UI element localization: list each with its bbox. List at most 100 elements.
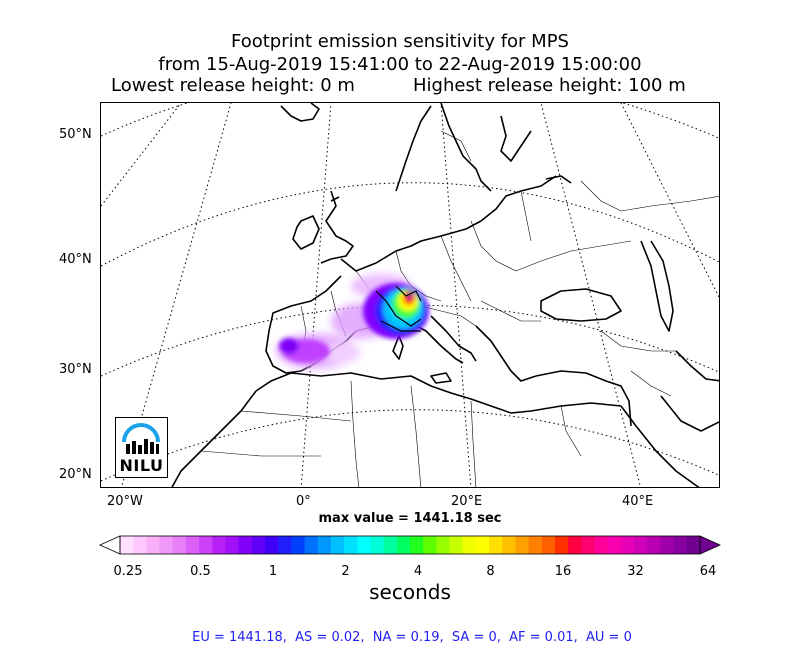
colorbar-segment xyxy=(410,536,424,554)
highest-release-height: Highest release height: 100 m xyxy=(413,75,686,96)
lon-label-40e: 40°E xyxy=(622,494,654,509)
colorbar-segment xyxy=(541,536,556,554)
colorbar-segment xyxy=(172,536,187,554)
nilu-logo-text: NILU xyxy=(119,456,164,475)
colorbar-segment xyxy=(357,536,371,554)
caspian-sea xyxy=(640,240,674,332)
colorbar-segment xyxy=(436,536,451,554)
west-africa-coast xyxy=(171,390,257,487)
italy-east-coast xyxy=(430,315,477,362)
map-svg xyxy=(101,103,719,487)
colorbar-segment xyxy=(133,536,147,554)
colorbar-segment xyxy=(607,536,622,554)
colorbar-segment xyxy=(660,536,675,554)
map-panel xyxy=(100,102,720,488)
colorbar-segment xyxy=(620,536,635,554)
border-mr xyxy=(200,450,321,457)
colorbar-segments xyxy=(120,536,701,554)
lat-label-40n: 40°N xyxy=(59,252,92,267)
colorbar-tick-label: 4 xyxy=(413,564,423,579)
nilu-logo-mark xyxy=(122,423,160,454)
turkey-south-coast xyxy=(535,370,632,427)
max-value-label: max value = 1441.18 sec xyxy=(318,511,502,526)
border-iq xyxy=(630,370,672,397)
lon-label-20e: 20°E xyxy=(451,494,483,509)
north-sea-coast xyxy=(340,220,482,272)
colorbar-segment xyxy=(594,536,609,554)
colorbar-segment xyxy=(330,536,345,554)
sicily xyxy=(430,372,452,384)
colorbar-segment xyxy=(185,536,200,554)
colorbar-segment xyxy=(462,536,477,554)
border-dz-ma xyxy=(350,380,360,487)
colorbar-segment xyxy=(344,536,358,554)
colorbar-segment xyxy=(568,536,582,554)
graticule-meridians xyxy=(101,103,719,487)
colorbar-tick-label: 64 xyxy=(699,564,717,579)
scandinavia-coast xyxy=(395,103,492,192)
colorbar-tick-label: 0.5 xyxy=(190,564,211,579)
colorbar-segment xyxy=(383,536,398,554)
border-pl xyxy=(440,235,472,302)
iceland-coast xyxy=(280,103,320,122)
colorbar-segment xyxy=(515,536,530,554)
meridian-40e xyxy=(540,103,641,487)
colorbar-segment xyxy=(251,536,266,554)
colorbar-segment xyxy=(304,536,319,554)
arabia-coast xyxy=(660,395,719,432)
colorbar-segment xyxy=(199,536,213,554)
colorbar xyxy=(99,535,721,555)
colorbar-segment xyxy=(449,536,464,554)
sensitivity-plume xyxy=(276,274,429,369)
border-by xyxy=(470,220,517,272)
border-se-fi xyxy=(440,130,472,162)
sardinia xyxy=(392,335,404,360)
lon-label-20w: 20°W xyxy=(107,494,143,509)
parallel-50n xyxy=(101,103,719,139)
meridian-60e xyxy=(620,103,719,299)
plume-borders xyxy=(375,285,422,332)
colorbar-tick-label: 2 xyxy=(341,564,350,579)
border-tr-ir xyxy=(600,330,676,352)
border-ly xyxy=(410,385,422,487)
baltic-coast xyxy=(480,175,557,222)
colorbar-segment xyxy=(528,536,543,554)
red-sea-coast xyxy=(620,405,700,487)
meridian-20e xyxy=(440,103,472,487)
colorbar-segment xyxy=(581,536,596,554)
nilu-arc xyxy=(122,423,160,443)
colorbar-segment xyxy=(502,536,516,554)
island-1 xyxy=(545,175,572,184)
lon-label-0: 0° xyxy=(296,494,311,509)
north-africa-coast xyxy=(255,372,622,414)
colorbar-segment xyxy=(370,536,385,554)
border-baltic xyxy=(520,190,532,242)
border-ro xyxy=(480,300,541,322)
lat-label-20n: 20°N xyxy=(59,467,92,482)
ireland-coast xyxy=(292,215,320,250)
colorbar-segment xyxy=(146,536,161,554)
country-borders xyxy=(200,130,719,487)
border-ua-ru xyxy=(515,240,632,272)
nilu-logo: NILU xyxy=(115,417,168,478)
colorbar-label: seconds xyxy=(369,580,451,604)
colorbar-tick-label: 1 xyxy=(268,564,278,579)
colorbar-tick-label: 32 xyxy=(627,564,644,579)
colorbar-segment xyxy=(647,536,661,554)
colorbar-segment xyxy=(212,536,226,554)
colorbar-segment xyxy=(634,536,648,554)
colorbar-segment xyxy=(225,536,240,554)
black-sea xyxy=(540,288,622,322)
colorbar-segment xyxy=(673,536,688,554)
border-alps xyxy=(420,305,477,327)
border-ma xyxy=(240,410,352,422)
colorbar-tick-label: 16 xyxy=(554,564,572,579)
colorbar-segment xyxy=(120,536,134,554)
meridian-40w xyxy=(101,103,182,207)
lowest-release-height: Lowest release height: 0 m xyxy=(111,75,355,96)
colorbar-segment xyxy=(278,536,292,554)
parallel-40n xyxy=(101,182,719,267)
colorbar-segment xyxy=(489,536,503,554)
colorbar-segment xyxy=(396,536,411,554)
